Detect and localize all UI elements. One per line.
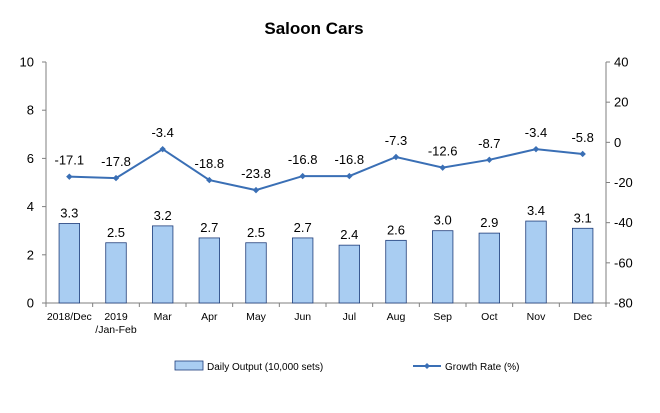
- bar: [58, 223, 80, 304]
- right-tick-label: -20: [614, 175, 633, 190]
- right-tick-label: 40: [614, 55, 628, 70]
- bar-data-label: 2.6: [387, 222, 405, 237]
- line-point: [346, 172, 353, 180]
- axes: 0 2 4 6 8 10 -80 -60 -40 -20 0 20 40 2018/Dec 2019/Jan…: [20, 55, 633, 337]
- bar-data-label: 2.5: [247, 225, 265, 240]
- x-tick-label: Mar: [154, 311, 173, 323]
- line-data-label: -3.4: [525, 125, 547, 140]
- line-data-label: -17.1: [55, 153, 85, 168]
- chart-title: Saloon Cars: [264, 19, 363, 38]
- line-point: [159, 145, 166, 153]
- bar: [572, 227, 594, 304]
- growth-rate-line: [69, 147, 583, 192]
- line-point: [439, 164, 446, 171]
- left-tick-label: 4: [27, 199, 34, 214]
- bars: [58, 220, 594, 304]
- legend-marker-growth: [424, 363, 430, 369]
- bar-data-label: 2.7: [200, 220, 218, 235]
- line-point: [532, 145, 540, 153]
- bar: [525, 220, 547, 304]
- x-tick-label: 2018/Dec: [47, 311, 92, 323]
- line-series: [66, 145, 586, 194]
- right-tick-label: -40: [614, 215, 633, 230]
- x-tick-label: May: [246, 311, 267, 323]
- left-tick-label: 8: [27, 103, 34, 118]
- x-tick-label: Jul: [343, 311, 356, 323]
- left-tick-label: 6: [27, 151, 34, 166]
- bar: [245, 242, 267, 304]
- bar: [291, 237, 314, 304]
- line-data-label: -12.6: [428, 144, 458, 159]
- left-tick-label: 2: [27, 247, 34, 262]
- line-point: [66, 173, 73, 180]
- bar-data-label: 3.0: [434, 213, 452, 228]
- line-data-label: -8.7: [478, 136, 500, 151]
- bar: [151, 225, 174, 304]
- line-data-label: -7.3: [385, 133, 407, 148]
- right-tick-label: -80: [614, 296, 633, 311]
- x-tick-label: 2019/Jan-Feb: [95, 311, 137, 336]
- line-data-label: -16.8: [335, 152, 365, 167]
- x-tick-label: Aug: [387, 311, 406, 323]
- bar: [431, 230, 454, 304]
- line-data-label: -18.8: [195, 156, 225, 171]
- legend-label-growth-rate: Growth Rate (%): [445, 362, 519, 373]
- line-point: [392, 153, 400, 161]
- line-data-label: -16.8: [288, 152, 318, 167]
- line-point: [206, 176, 213, 184]
- right-tick-label: -60: [614, 255, 633, 270]
- bar-data-label: 2.4: [340, 227, 358, 242]
- x-tick-label: Nov: [527, 311, 546, 323]
- bar-data-label: 2.9: [480, 215, 498, 230]
- bar-labels: 3.3 2.5 3.2 2.7 2.5 2.7 2.4 2.6 3.0 2.9 3.4 3.1: [60, 203, 591, 242]
- line-data-label: -3.4: [151, 125, 173, 140]
- line-data-label: -5.8: [571, 130, 593, 145]
- left-tick-label: 0: [27, 296, 34, 311]
- line-point: [579, 150, 586, 158]
- x-tick-label: Jun: [294, 311, 311, 323]
- legend: Daily Output (10,000 sets) Growth Rate (%…: [174, 360, 519, 373]
- x-tick-label: Oct: [481, 311, 497, 323]
- x-tick-label: Sep: [433, 311, 452, 323]
- line-labels: -17.1 -17.8 -3.4 -18.8 -23.8 -16.8 -16.8 -7.3 -1…: [55, 125, 594, 181]
- bar-data-label: 2.5: [107, 225, 125, 240]
- bar-data-label: 3.4: [527, 203, 545, 218]
- bar: [105, 242, 127, 304]
- line-data-label: -17.8: [101, 154, 131, 169]
- bar-data-label: 3.1: [574, 210, 592, 225]
- legend-swatch-bar: [174, 360, 204, 371]
- bar: [198, 237, 220, 304]
- line-point: [112, 174, 120, 182]
- x-tick-label: Apr: [201, 311, 218, 323]
- bar: [385, 239, 407, 304]
- line-point: [252, 186, 260, 194]
- x-tick-label: Dec: [573, 311, 592, 323]
- right-tick-label: 20: [614, 95, 628, 110]
- bar-data-label: 3.2: [154, 208, 172, 223]
- bar-data-label: 3.3: [60, 205, 78, 220]
- bar: [338, 244, 361, 304]
- bar-data-label: 2.7: [294, 220, 312, 235]
- left-tick-label: 10: [20, 55, 34, 70]
- right-tick-label: 0: [614, 135, 621, 150]
- bar: [478, 232, 501, 304]
- line-point: [299, 172, 306, 180]
- line-data-label: -23.8: [241, 166, 271, 181]
- line-point: [486, 156, 493, 164]
- legend-label-daily-output: Daily Output (10,000 sets): [207, 362, 323, 373]
